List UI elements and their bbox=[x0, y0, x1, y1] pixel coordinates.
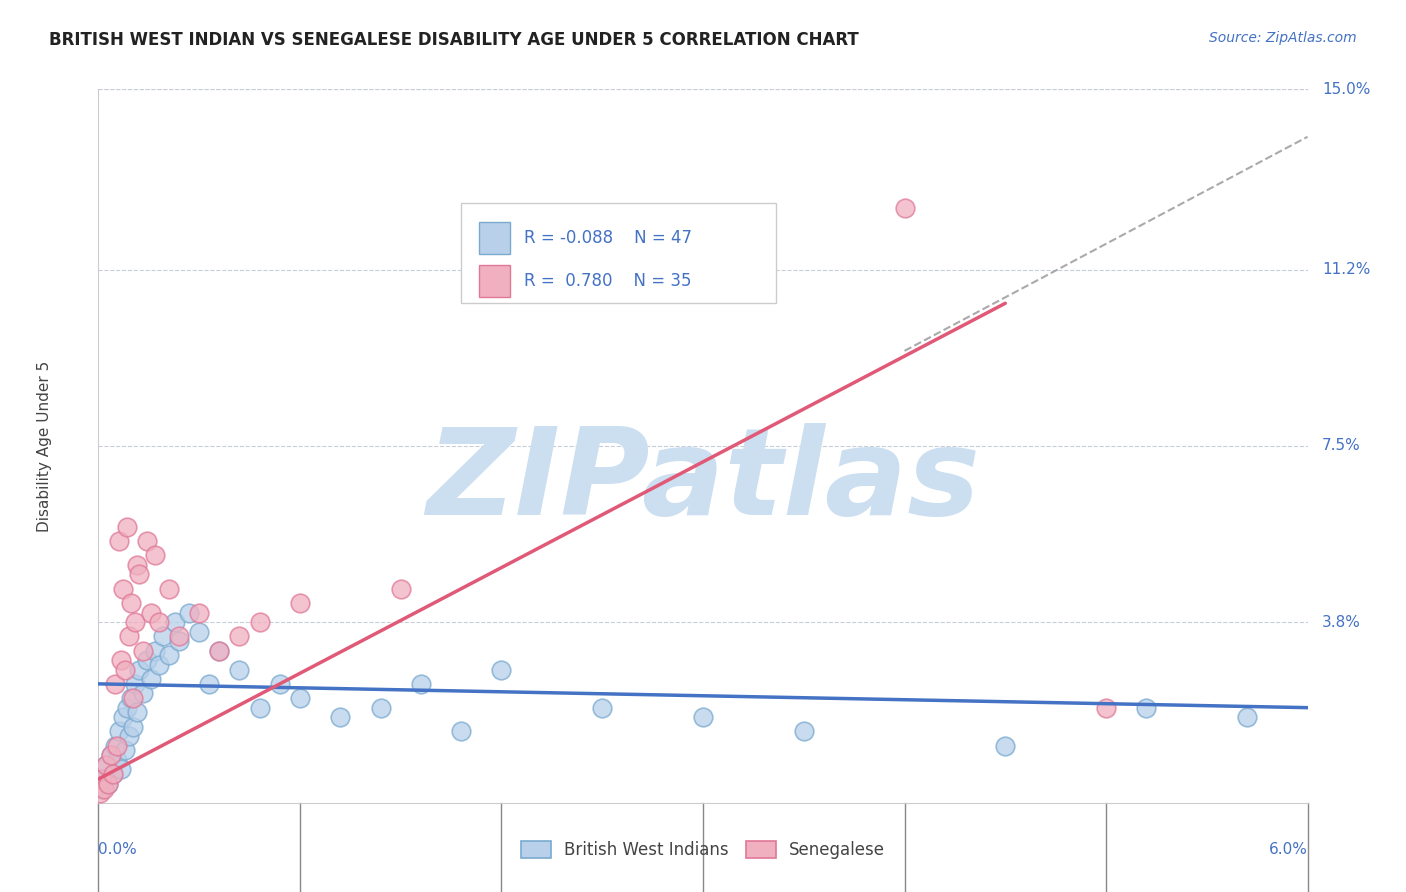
Point bbox=[114, 743, 136, 757]
Point bbox=[249, 615, 271, 629]
Point bbox=[228, 663, 250, 677]
Point bbox=[139, 606, 162, 620]
Point bbox=[1236, 710, 1258, 724]
Point bbox=[115, 520, 138, 534]
Point bbox=[692, 710, 714, 724]
Point bbox=[135, 653, 157, 667]
Text: BRITISH WEST INDIAN VS SENEGALESE DISABILITY AGE UNDER 5 CORRELATION CHART: BRITISH WEST INDIAN VS SENEGALESE DISABI… bbox=[49, 31, 859, 49]
Point bbox=[591, 700, 613, 714]
Text: 7.5%: 7.5% bbox=[1322, 439, 1361, 453]
Point bbox=[1135, 700, 1157, 714]
Point bbox=[105, 739, 128, 753]
Point bbox=[118, 729, 141, 743]
Point bbox=[409, 677, 432, 691]
Point bbox=[101, 767, 124, 781]
Point bbox=[167, 634, 190, 648]
Point bbox=[893, 201, 915, 215]
FancyBboxPatch shape bbox=[461, 203, 776, 303]
Point bbox=[125, 706, 148, 720]
Point bbox=[110, 653, 132, 667]
Point bbox=[96, 757, 118, 772]
Point bbox=[143, 643, 166, 657]
Point bbox=[121, 691, 143, 706]
Point bbox=[107, 724, 129, 739]
Text: Disability Age Under 5: Disability Age Under 5 bbox=[37, 360, 52, 532]
Point bbox=[148, 657, 170, 672]
Point bbox=[120, 596, 142, 610]
Bar bbox=[479, 265, 509, 297]
Point bbox=[111, 582, 134, 596]
Point bbox=[269, 677, 291, 691]
Point bbox=[208, 643, 231, 657]
Text: 15.0%: 15.0% bbox=[1322, 82, 1371, 96]
Point bbox=[188, 624, 211, 639]
Point bbox=[188, 606, 211, 620]
Point bbox=[100, 748, 122, 763]
Point bbox=[793, 724, 815, 739]
Legend: British West Indians, Senegalese: British West Indians, Senegalese bbox=[515, 834, 891, 866]
Point bbox=[91, 781, 114, 796]
Point bbox=[128, 663, 150, 677]
Point bbox=[93, 781, 115, 796]
Point bbox=[163, 615, 186, 629]
Point bbox=[152, 629, 174, 643]
Point bbox=[107, 534, 129, 549]
Text: 11.2%: 11.2% bbox=[1322, 262, 1371, 277]
Bar bbox=[479, 222, 509, 254]
Point bbox=[91, 772, 114, 786]
Text: 0.0%: 0.0% bbox=[98, 842, 138, 857]
Point bbox=[114, 663, 136, 677]
Point bbox=[111, 710, 134, 724]
Text: ZIPatlas: ZIPatlas bbox=[426, 423, 980, 541]
Point bbox=[249, 700, 271, 714]
Point bbox=[125, 558, 148, 572]
Point bbox=[132, 686, 155, 700]
Point bbox=[103, 739, 125, 753]
Point bbox=[93, 772, 115, 786]
Text: 6.0%: 6.0% bbox=[1268, 842, 1308, 857]
Point bbox=[288, 596, 311, 610]
Point bbox=[110, 763, 132, 777]
Text: 3.8%: 3.8% bbox=[1322, 615, 1361, 630]
Text: Source: ZipAtlas.com: Source: ZipAtlas.com bbox=[1209, 31, 1357, 45]
Point bbox=[105, 753, 128, 767]
Point bbox=[198, 677, 221, 691]
Point bbox=[157, 648, 180, 663]
Point bbox=[132, 643, 155, 657]
Point bbox=[370, 700, 392, 714]
Point bbox=[208, 643, 231, 657]
Point bbox=[100, 748, 122, 763]
Point bbox=[135, 534, 157, 549]
Point bbox=[120, 691, 142, 706]
Point bbox=[139, 672, 162, 686]
Point bbox=[118, 629, 141, 643]
Point bbox=[994, 739, 1017, 753]
Point bbox=[167, 629, 190, 643]
Point bbox=[157, 582, 180, 596]
Text: R =  0.780    N = 35: R = 0.780 N = 35 bbox=[524, 272, 692, 290]
Point bbox=[128, 567, 150, 582]
Point bbox=[97, 777, 120, 791]
Point bbox=[96, 757, 118, 772]
Point bbox=[121, 720, 143, 734]
Point bbox=[89, 786, 111, 800]
Point bbox=[103, 677, 125, 691]
Point bbox=[491, 663, 513, 677]
Point bbox=[148, 615, 170, 629]
Point bbox=[450, 724, 472, 739]
Point bbox=[124, 615, 146, 629]
Point bbox=[1095, 700, 1118, 714]
Point bbox=[288, 691, 311, 706]
Point bbox=[115, 700, 138, 714]
Point bbox=[179, 606, 201, 620]
Point bbox=[228, 629, 250, 643]
Point bbox=[329, 710, 352, 724]
Text: R = -0.088    N = 47: R = -0.088 N = 47 bbox=[524, 229, 692, 247]
Point bbox=[101, 767, 124, 781]
Point bbox=[143, 549, 166, 563]
Point bbox=[389, 582, 412, 596]
Point bbox=[124, 677, 146, 691]
Point bbox=[97, 777, 120, 791]
